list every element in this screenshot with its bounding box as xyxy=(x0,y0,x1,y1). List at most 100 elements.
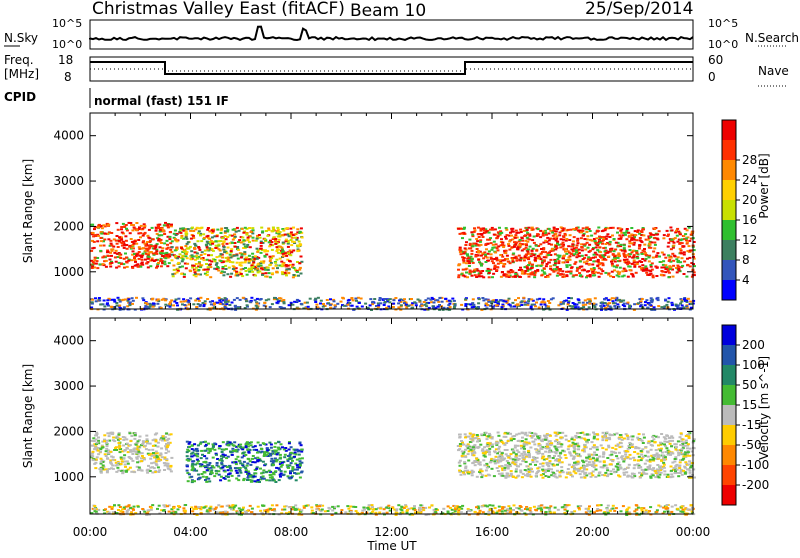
data-cell xyxy=(582,258,585,260)
data-cell xyxy=(670,239,673,241)
data-cell xyxy=(555,235,558,237)
data-cell xyxy=(197,232,200,234)
data-cell xyxy=(100,472,103,474)
data-cell xyxy=(677,475,680,477)
data-cell xyxy=(533,242,536,244)
data-cell xyxy=(675,449,678,451)
data-cell xyxy=(577,298,580,300)
data-cell xyxy=(640,300,643,302)
data-cell xyxy=(510,453,513,455)
data-cell xyxy=(161,247,164,249)
data-cell xyxy=(537,255,540,257)
data-cell xyxy=(516,303,519,305)
data-cell xyxy=(222,449,225,451)
data-cell xyxy=(530,272,533,274)
data-cell xyxy=(98,263,101,265)
data-cell xyxy=(117,297,120,299)
data-cell xyxy=(536,471,539,473)
data-cell xyxy=(577,242,580,244)
data-cell xyxy=(549,460,552,462)
data-cell xyxy=(208,260,211,262)
data-cell xyxy=(483,230,486,232)
data-cell xyxy=(218,447,221,449)
data-cell xyxy=(612,276,615,278)
data-cell xyxy=(482,227,485,229)
data-cell xyxy=(191,227,194,229)
data-cell xyxy=(227,469,230,471)
data-cell xyxy=(493,234,496,236)
data-cell xyxy=(478,275,481,277)
data-cell xyxy=(647,307,650,309)
data-cell xyxy=(166,439,169,441)
data-cell xyxy=(254,275,257,277)
data-cell xyxy=(458,448,461,450)
data-cell xyxy=(506,433,509,435)
data-cell xyxy=(542,298,545,300)
data-cell xyxy=(501,242,504,244)
data-cell xyxy=(623,474,626,476)
data-cell xyxy=(186,459,189,461)
data-cell xyxy=(642,270,645,272)
data-cell xyxy=(148,237,151,239)
data-cell xyxy=(546,263,549,265)
data-cell xyxy=(521,273,524,275)
data-cell xyxy=(473,231,476,233)
data-cell xyxy=(211,236,214,238)
data-cell xyxy=(299,465,302,467)
data-cell xyxy=(462,253,465,255)
data-cell xyxy=(569,273,572,275)
data-cell xyxy=(240,273,243,275)
data-cell xyxy=(275,259,278,261)
data-cell xyxy=(189,230,192,232)
data-cell xyxy=(464,467,467,469)
nave-tick-top: 60 xyxy=(708,53,723,67)
data-cell xyxy=(571,266,574,268)
data-cell xyxy=(292,276,295,278)
data-cell xyxy=(599,251,602,253)
data-cell xyxy=(97,226,100,228)
data-cell xyxy=(264,256,267,258)
data-cell xyxy=(572,302,575,304)
data-cell xyxy=(224,297,227,299)
data-cell xyxy=(161,299,164,301)
data-cell xyxy=(523,259,526,261)
data-cell xyxy=(513,435,516,437)
data-cell xyxy=(540,248,543,250)
data-cell xyxy=(546,237,549,239)
data-cell xyxy=(558,244,561,246)
data-cell xyxy=(236,297,239,299)
data-cell xyxy=(418,300,421,302)
data-cell xyxy=(192,235,195,237)
data-cell xyxy=(502,274,505,276)
data-cell xyxy=(233,445,236,447)
data-cell xyxy=(600,257,603,259)
data-cell xyxy=(280,261,283,263)
data-cell xyxy=(652,234,655,236)
data-cell xyxy=(204,441,207,443)
data-cell xyxy=(115,240,118,242)
data-cell xyxy=(465,262,468,264)
data-cell xyxy=(243,243,246,245)
data-cell xyxy=(573,236,576,238)
data-cell xyxy=(124,299,127,301)
data-cell xyxy=(300,449,303,451)
data-cell xyxy=(221,271,224,273)
data-cell xyxy=(576,244,579,246)
data-cell xyxy=(115,449,118,451)
data-cell xyxy=(164,263,167,265)
data-cell xyxy=(263,443,266,445)
data-cell xyxy=(139,266,142,268)
data-cell xyxy=(218,474,221,476)
data-cell xyxy=(143,458,146,460)
data-cell xyxy=(594,243,597,245)
data-cell xyxy=(268,272,271,274)
data-cell xyxy=(100,458,103,460)
data-cell xyxy=(262,475,265,477)
data-cell xyxy=(609,241,612,243)
data-cell xyxy=(601,447,604,449)
data-cell xyxy=(667,242,670,244)
data-cell xyxy=(583,238,586,240)
data-cell xyxy=(124,466,127,468)
data-cell xyxy=(291,304,294,306)
data-cell xyxy=(447,304,450,306)
